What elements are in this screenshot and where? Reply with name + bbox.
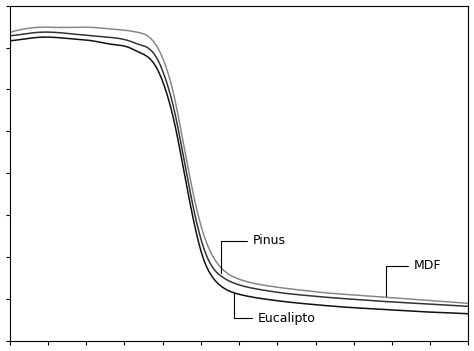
- Text: MDF: MDF: [386, 259, 441, 296]
- Text: Eucalipto: Eucalipto: [235, 293, 315, 325]
- Text: Pinus: Pinus: [221, 234, 286, 273]
